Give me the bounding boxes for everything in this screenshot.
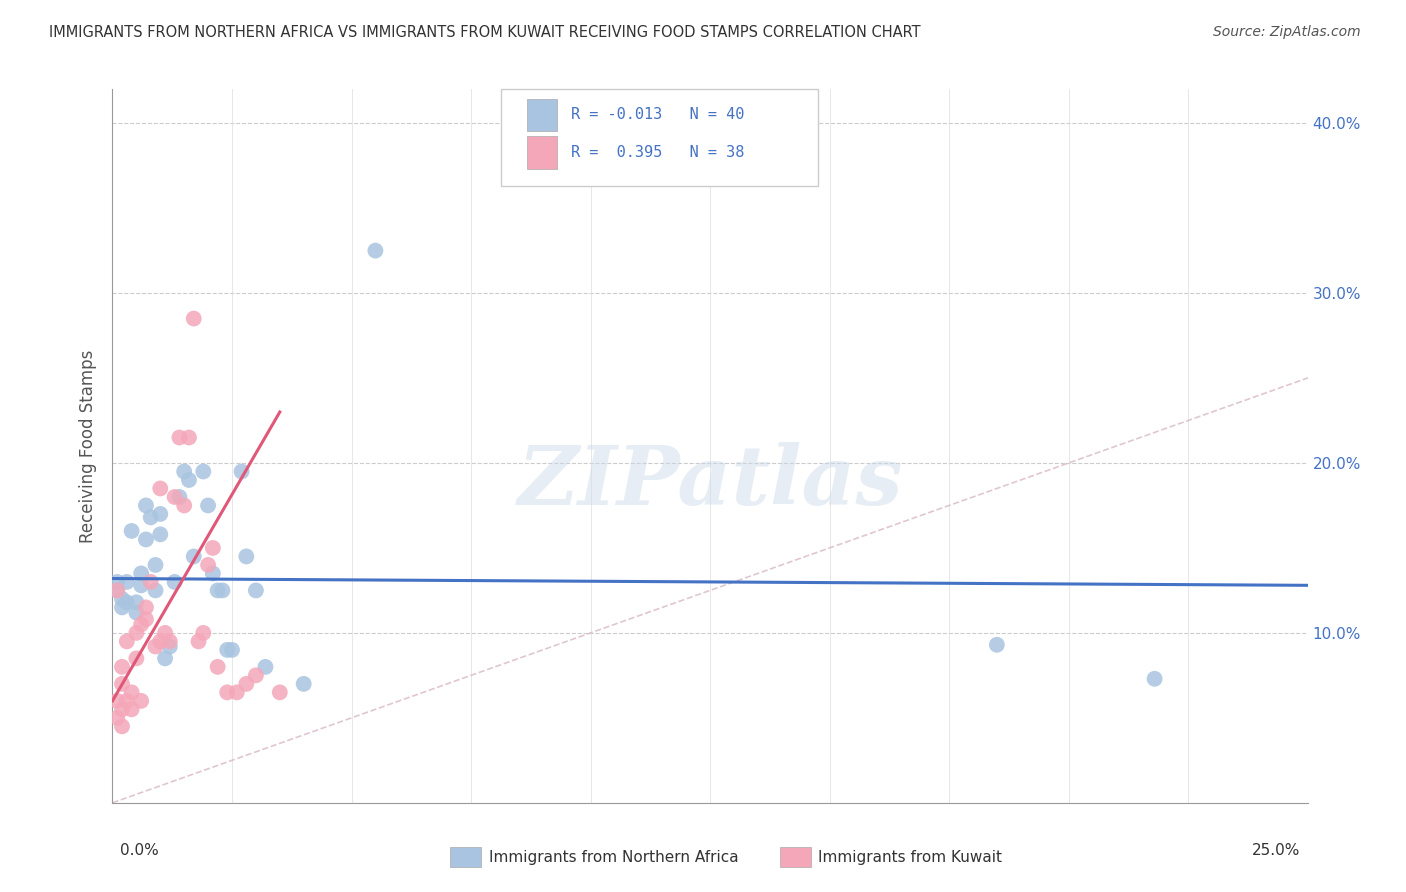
Point: [129, 566, 152, 581]
Point: [115, 694, 138, 708]
Point: [105, 574, 128, 589]
Point: [105, 583, 128, 598]
Point: [129, 694, 152, 708]
Point: [245, 583, 267, 598]
Point: [217, 643, 239, 657]
Point: [105, 694, 128, 708]
Point: [169, 430, 191, 444]
Text: IMMIGRANTS FROM NORTHERN AFRICA VS IMMIGRANTS FROM KUWAIT RECEIVING FOOD STAMPS : IMMIGRANTS FROM NORTHERN AFRICA VS IMMIG…: [49, 25, 921, 40]
Point: [125, 595, 148, 609]
Point: [121, 685, 143, 699]
Point: [163, 574, 186, 589]
Point: [177, 430, 200, 444]
Point: [364, 244, 387, 258]
Point: [173, 499, 195, 513]
Point: [292, 677, 315, 691]
Point: [193, 465, 215, 479]
Point: [125, 626, 148, 640]
Point: [115, 574, 138, 589]
Text: 0.0%: 0.0%: [120, 843, 159, 858]
Point: [111, 719, 134, 733]
Point: [269, 685, 291, 699]
Point: [173, 465, 195, 479]
Point: [149, 507, 172, 521]
Point: [135, 600, 157, 615]
Point: [121, 702, 143, 716]
Point: [105, 583, 128, 598]
Point: [183, 549, 205, 564]
Point: [153, 626, 176, 640]
Point: [201, 566, 224, 581]
Point: [125, 651, 148, 665]
Point: [159, 640, 181, 654]
Point: [235, 677, 257, 691]
Point: [169, 490, 191, 504]
Y-axis label: Receiving Food Stamps: Receiving Food Stamps: [79, 350, 97, 542]
Point: [163, 490, 186, 504]
Point: [221, 643, 243, 657]
Text: ZIPatlas: ZIPatlas: [517, 442, 903, 522]
Point: [145, 558, 167, 572]
Point: [217, 685, 239, 699]
Point: [254, 660, 277, 674]
Point: [225, 685, 247, 699]
Text: Source: ZipAtlas.com: Source: ZipAtlas.com: [1213, 25, 1361, 39]
Point: [986, 638, 1008, 652]
Point: [135, 612, 157, 626]
Text: R = -0.013   N = 40: R = -0.013 N = 40: [571, 107, 745, 122]
Point: [125, 606, 148, 620]
Point: [115, 634, 138, 648]
Point: [149, 527, 172, 541]
Text: 25.0%: 25.0%: [1253, 843, 1301, 858]
Text: Immigrants from Northern Africa: Immigrants from Northern Africa: [489, 850, 740, 864]
Point: [153, 651, 176, 665]
Point: [159, 634, 181, 648]
Point: [115, 595, 138, 609]
Point: [149, 482, 172, 496]
Point: [129, 617, 152, 632]
Point: [111, 591, 134, 606]
Point: [121, 524, 143, 538]
Point: [111, 660, 134, 674]
FancyBboxPatch shape: [527, 136, 557, 169]
Point: [139, 574, 162, 589]
Point: [197, 558, 219, 572]
Point: [111, 702, 134, 716]
Point: [149, 634, 172, 648]
Point: [145, 640, 167, 654]
Point: [135, 499, 157, 513]
Point: [183, 311, 205, 326]
Point: [235, 549, 257, 564]
Text: R =  0.395   N = 38: R = 0.395 N = 38: [571, 145, 745, 160]
Point: [245, 668, 267, 682]
Point: [135, 533, 157, 547]
Point: [145, 583, 167, 598]
FancyBboxPatch shape: [501, 89, 818, 186]
Point: [231, 465, 253, 479]
Point: [177, 473, 200, 487]
Point: [193, 626, 215, 640]
Point: [201, 541, 224, 555]
Point: [1143, 672, 1166, 686]
FancyBboxPatch shape: [527, 99, 557, 131]
Point: [105, 711, 128, 725]
Point: [139, 510, 162, 524]
Point: [129, 578, 152, 592]
Point: [111, 600, 134, 615]
Point: [187, 634, 209, 648]
Text: Immigrants from Kuwait: Immigrants from Kuwait: [818, 850, 1002, 864]
Point: [111, 677, 134, 691]
Point: [207, 583, 229, 598]
Point: [197, 499, 219, 513]
Point: [207, 660, 229, 674]
Point: [211, 583, 233, 598]
